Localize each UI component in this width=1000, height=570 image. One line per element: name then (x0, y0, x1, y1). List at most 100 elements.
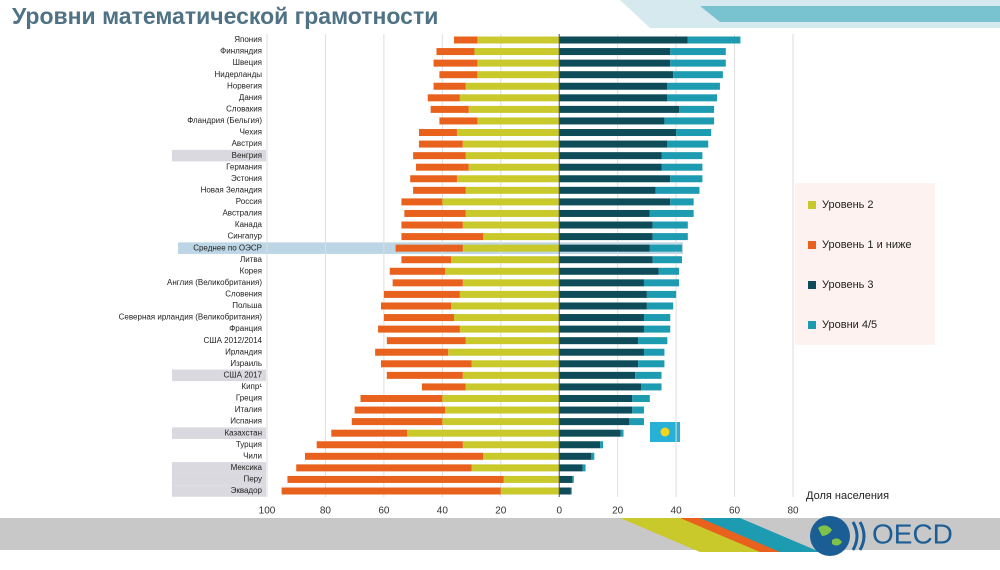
bar (462, 244, 560, 252)
bar (416, 163, 469, 171)
category-label: Швеция (233, 58, 262, 67)
decor (700, 6, 1000, 22)
bar (652, 221, 688, 229)
bar (559, 337, 639, 345)
bar (454, 36, 478, 44)
bar (559, 314, 644, 322)
bar (559, 48, 671, 56)
category-label: Германия (226, 162, 262, 171)
category-label: Корея (240, 266, 262, 275)
category-label: Эстония (231, 174, 262, 183)
bar (559, 105, 680, 113)
legend-swatch (808, 281, 816, 289)
bar (559, 71, 674, 79)
bar (439, 71, 478, 79)
bar (451, 256, 560, 264)
bar (392, 279, 463, 287)
bar (591, 452, 595, 460)
category-label: Израиль (230, 359, 262, 368)
bar (646, 302, 674, 310)
label-highlight (172, 427, 266, 439)
bar (500, 487, 560, 495)
bar (664, 117, 715, 125)
bar (667, 82, 720, 90)
bar (632, 394, 650, 402)
bar (559, 487, 571, 495)
x-tick-label: 100 (259, 506, 276, 517)
bar (559, 244, 650, 252)
bar (559, 82, 668, 90)
chart-title: Уровни математической грамотности (12, 3, 438, 29)
bar (559, 441, 601, 449)
category-label: Япония (234, 35, 262, 44)
x-tick-label: 40 (437, 506, 449, 517)
x-tick-label: 80 (320, 506, 332, 517)
logo-text: OECD (872, 518, 953, 549)
x-tick-label: 60 (378, 506, 390, 517)
bar (635, 371, 662, 379)
bar (477, 36, 560, 44)
bar (395, 244, 463, 252)
bar (570, 487, 572, 495)
bar (559, 221, 653, 229)
bar (436, 48, 475, 56)
legend-label: Уровень 2 (822, 199, 874, 211)
bar (652, 233, 688, 241)
bar (462, 371, 560, 379)
bar (559, 267, 659, 275)
bar (559, 94, 668, 102)
bar (559, 233, 653, 241)
bar (410, 175, 457, 183)
bar (296, 464, 472, 472)
bar (430, 105, 469, 113)
category-label: США 2012/2014 (204, 336, 263, 345)
bar (459, 290, 560, 298)
bar (375, 348, 449, 356)
bar (632, 406, 644, 414)
decor (0, 518, 1000, 550)
legend-label: Уровень 1 и ниже (822, 239, 912, 251)
bar (646, 290, 677, 298)
category-label: Дания (239, 93, 262, 102)
bar (559, 279, 644, 287)
bar (316, 441, 463, 449)
category-label: Словакия (226, 104, 262, 113)
bar (287, 475, 504, 483)
bar (559, 175, 671, 183)
label-highlight (172, 369, 266, 382)
category-label: Словения (225, 290, 262, 299)
bar (454, 314, 560, 322)
bar (401, 233, 484, 241)
bar (462, 441, 560, 449)
x-tick-label: 20 (612, 506, 624, 517)
bar (559, 302, 647, 310)
bar (474, 48, 560, 56)
bar (559, 383, 642, 391)
bar (448, 348, 560, 356)
category-label: Норвегия (227, 81, 262, 90)
bar (451, 302, 560, 310)
bar (582, 464, 586, 472)
bar (559, 418, 630, 426)
category-label: Россия (236, 197, 262, 206)
bar (649, 244, 682, 252)
bar (638, 360, 665, 368)
label-highlight (172, 149, 266, 162)
category-label: Канада (235, 220, 263, 229)
legend-box (795, 183, 935, 345)
bar (477, 117, 560, 125)
category-label: Польша (232, 301, 262, 310)
bar (673, 71, 723, 79)
bar (471, 360, 560, 368)
bar (655, 186, 700, 194)
category-label: Финляндия (220, 47, 262, 56)
bar (670, 175, 703, 183)
bar (456, 175, 560, 183)
bar (413, 152, 466, 160)
category-label: Эквадор (231, 486, 263, 495)
category-label: Турция (236, 440, 262, 449)
category-label: Северная ирландия (Великобритания) (119, 313, 263, 322)
bar (667, 94, 718, 102)
x-axis-label: Доля населения (806, 490, 889, 502)
